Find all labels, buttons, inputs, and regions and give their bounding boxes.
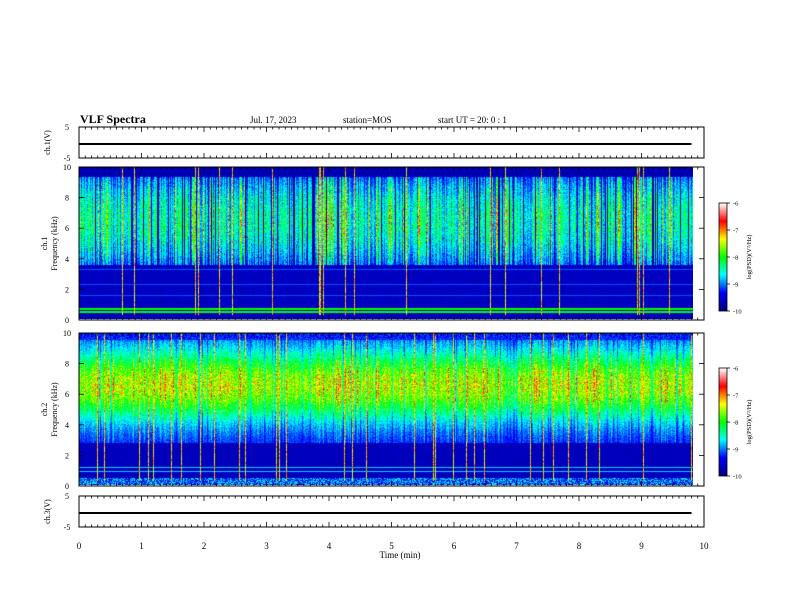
ch1-colorbar [719, 203, 727, 311]
y-tick-label: -5 [64, 154, 71, 163]
colorbar-label: log(PSD)(V²/Hz) [746, 400, 753, 445]
figure-title: VLF Spectra [80, 112, 146, 126]
x-tick-label: 7 [514, 541, 519, 551]
y-tick-label: 0 [65, 316, 69, 325]
ch1-spectrogram [79, 167, 693, 319]
y-tick-label: 10 [63, 163, 71, 172]
colorbar-tick-label: -7 [733, 393, 739, 400]
y-tick-label: 4 [65, 421, 69, 430]
y-tick-label: 6 [65, 390, 69, 399]
ch2-colorbar [719, 368, 727, 476]
y-tick-label: 10 [63, 329, 71, 338]
colorbar-frame [718, 202, 728, 312]
y-axis-label: Frequency (kHz) [50, 216, 59, 271]
x-tick-label: 8 [577, 541, 582, 551]
x-tick-label: 10 [700, 541, 710, 551]
date-label: Jul. 17, 2023 [250, 115, 297, 125]
y-tick-label: 5 [65, 492, 69, 501]
y-tick-label: 8 [65, 194, 69, 203]
panel-frame-3 [78, 332, 705, 487]
x-tick-label: 9 [639, 541, 644, 551]
colorbar-tick-label: -8 [733, 255, 738, 262]
y-axis-label: ch.2 [40, 403, 49, 417]
x-tick-label: 1 [139, 541, 144, 551]
colorbar-tick-label: -7 [733, 228, 739, 235]
y-tick-label: -5 [64, 523, 71, 532]
y-axis-label: ch.3(V) [43, 499, 52, 524]
y-tick-label: 2 [65, 285, 69, 294]
x-axis-label: Time (min) [380, 550, 421, 560]
y-tick-label: 2 [65, 451, 69, 460]
colorbar-tick-label: -8 [733, 420, 738, 427]
y-axis-label: Frequency (kHz) [50, 382, 59, 437]
x-tick-label: 5 [389, 541, 394, 551]
x-tick-label: 4 [327, 541, 332, 551]
y-axis-label: ch.1 [40, 237, 49, 251]
x-tick-label: 3 [264, 541, 269, 551]
x-tick-label: 6 [452, 541, 457, 551]
colorbar-tick-label: -9 [733, 447, 738, 454]
start-time-label: start UT = 20: 0 : 1 [438, 115, 507, 125]
x-tick-label: 2 [202, 541, 207, 551]
x-tick-label: 0 [77, 541, 82, 551]
colorbar-label: log(PSD)(V²/Hz) [746, 235, 753, 280]
panel-frame-2 [78, 166, 705, 321]
colorbar-tick-label: -6 [733, 366, 739, 373]
colorbar-frame [718, 367, 728, 477]
y-tick-label: 8 [65, 360, 69, 369]
y-axis-label: ch.1(V) [43, 130, 52, 155]
y-tick-label: 6 [65, 224, 69, 233]
colorbar-tick-label: -10 [733, 474, 742, 481]
colorbar-tick-label: -6 [733, 201, 739, 208]
y-tick-label: 4 [65, 255, 69, 264]
station-label: station=MOS [343, 115, 392, 125]
ch2-spectrogram [79, 333, 693, 485]
y-tick-label: 5 [65, 123, 69, 132]
colorbar-tick-label: -9 [733, 282, 738, 289]
colorbar-tick-label: -10 [733, 309, 742, 316]
y-tick-label: 0 [65, 482, 69, 491]
